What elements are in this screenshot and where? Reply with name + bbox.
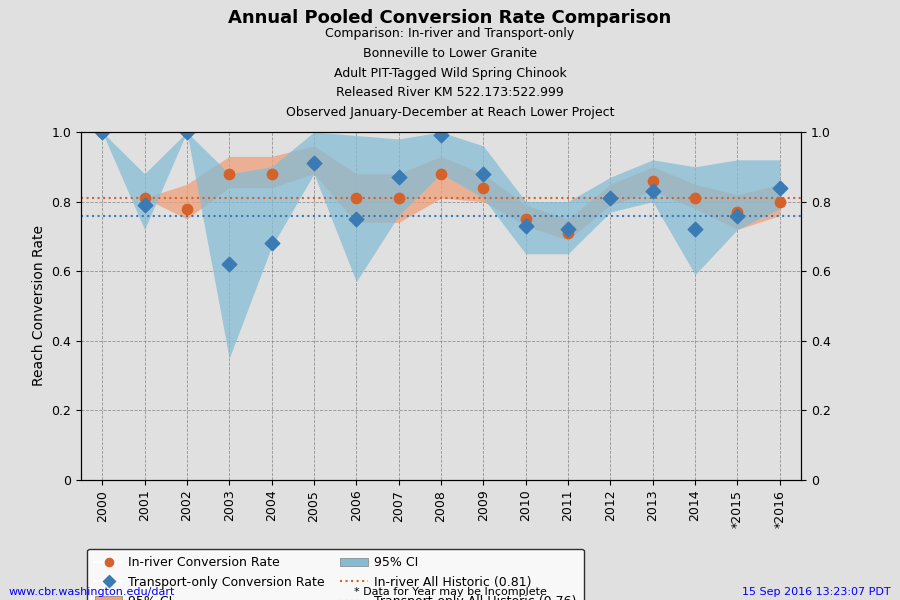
Point [476,183,491,193]
Point [645,187,660,196]
Text: Bonneville to Lower Granite: Bonneville to Lower Granite [363,47,537,60]
Point [392,172,406,182]
Point [645,176,660,185]
Point [730,211,744,220]
Text: * Data for Year may be Incomplete: * Data for Year may be Incomplete [354,587,546,597]
Point [772,183,787,193]
Point [265,169,279,179]
Text: Comparison: In-river and Transport-only: Comparison: In-river and Transport-only [326,27,574,40]
Point [476,169,491,179]
Point [688,224,702,234]
Point [603,193,617,203]
Text: Observed January-December at Reach Lower Project: Observed January-December at Reach Lower… [286,106,614,119]
Point [349,193,364,203]
Point [307,158,321,168]
Point [349,214,364,224]
Point [730,207,744,217]
Point [434,131,448,140]
Point [434,169,448,179]
Text: Annual Pooled Conversion Rate Comparison: Annual Pooled Conversion Rate Comparison [229,9,671,27]
Text: Released River KM 522.173:522.999: Released River KM 522.173:522.999 [336,86,564,100]
Point [180,204,194,214]
Text: www.cbr.washington.edu/dart: www.cbr.washington.edu/dart [9,587,176,597]
Text: Adult PIT-Tagged Wild Spring Chinook: Adult PIT-Tagged Wild Spring Chinook [334,67,566,80]
Point [222,259,237,269]
Point [222,169,237,179]
Legend: In-river Conversion Rate, Transport-only Conversion Rate, 95% CI, 95% CI, In-riv: In-river Conversion Rate, Transport-only… [87,549,584,600]
Point [95,127,110,137]
Point [561,224,575,234]
Point [561,228,575,238]
Point [688,193,702,203]
Y-axis label: Reach Conversion Rate: Reach Conversion Rate [32,226,46,386]
Point [518,214,533,224]
Point [307,158,321,168]
Point [138,200,152,210]
Point [265,239,279,248]
Point [95,127,110,137]
Text: 15 Sep 2016 13:23:07 PDT: 15 Sep 2016 13:23:07 PDT [742,587,891,597]
Point [180,127,194,137]
Point [772,197,787,206]
Point [138,193,152,203]
Point [603,193,617,203]
Point [392,193,406,203]
Point [518,221,533,231]
